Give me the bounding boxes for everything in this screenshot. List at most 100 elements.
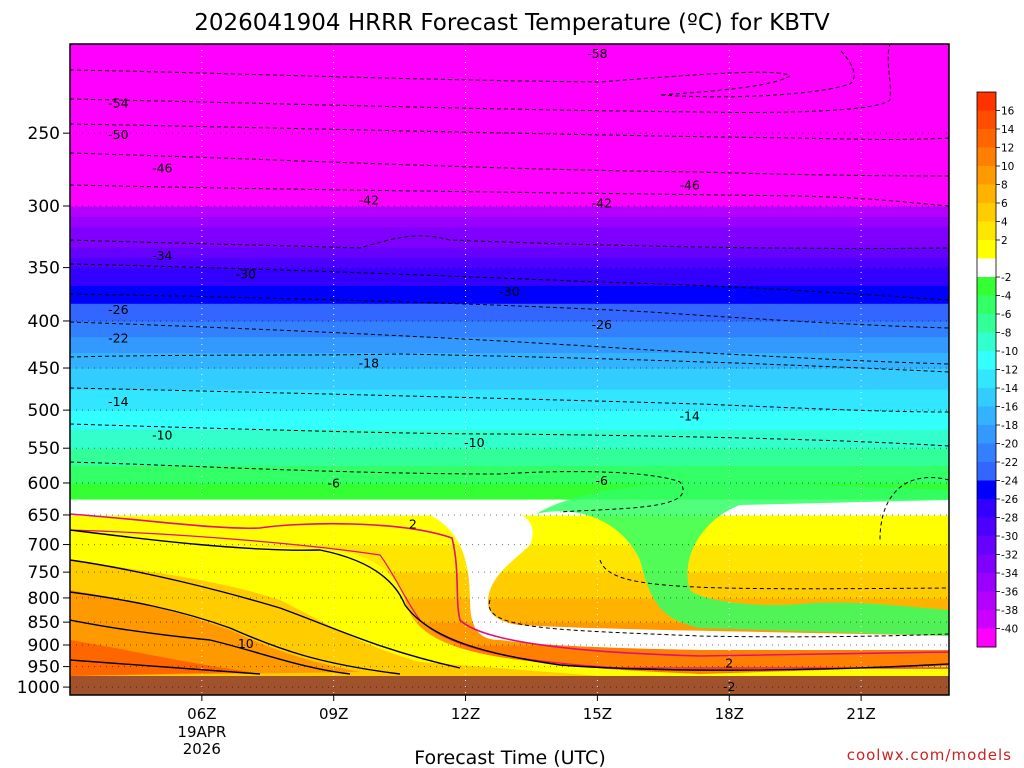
- temperature-band: [70, 257, 949, 269]
- temperature-band: [70, 312, 949, 322]
- positive-isotherms: [70, 529, 949, 675]
- colorbar-swatch: [977, 240, 996, 259]
- contour-label: -58: [587, 46, 607, 61]
- temperature-band: [70, 403, 949, 411]
- temperature-band: [70, 580, 949, 586]
- colorbar-swatch: [977, 610, 996, 629]
- temperature-band: [70, 285, 949, 295]
- temperature-band: [70, 375, 949, 383]
- isotherm-2-inner: [599, 559, 949, 590]
- contour-label: -30: [499, 284, 519, 299]
- isotherm-26: [70, 293, 949, 329]
- isotherm-pos-10: [70, 619, 351, 675]
- contour-label: -10: [152, 428, 172, 443]
- temperature-band: [70, 493, 949, 500]
- colorbar-swatch: [977, 110, 996, 130]
- colorbar-swatch: [977, 388, 996, 407]
- temperature-band: [70, 641, 949, 646]
- temperature-band: [70, 644, 949, 650]
- isotherm-14: [70, 387, 949, 413]
- temperature-band: [70, 303, 949, 313]
- y-tick-label: 250: [28, 124, 60, 144]
- contour-labels: -58-54-50-46-46-42 -42-34-30-30-26-26-22-…: [108, 46, 735, 694]
- temperature-band: [70, 572, 949, 578]
- temperature-band: [70, 118, 949, 134]
- colorbar-swatch: [977, 406, 996, 426]
- temperature-band: [70, 416, 949, 424]
- isotherm-50: [70, 123, 949, 140]
- x-tick-date-label: 2026: [183, 740, 221, 758]
- y-tick-label: 750: [28, 563, 60, 583]
- isotherm-pos-4: [70, 559, 461, 669]
- isotherm-46: [70, 152, 949, 177]
- temperature-band: [70, 294, 949, 304]
- isotherm-pos-2: [70, 529, 949, 671]
- temperature-band: [70, 73, 949, 90]
- temperature-band: [70, 58, 949, 75]
- colorbar-label: -38: [1001, 605, 1018, 617]
- plot-frame: [69, 43, 950, 696]
- temperature-band: [70, 382, 949, 390]
- y-tick-label: 500: [28, 401, 60, 421]
- colorbar-label: -4: [1001, 291, 1012, 303]
- y-tick-label: 550: [28, 439, 60, 459]
- near-freezing-area: [430, 511, 949, 650]
- colorbar-swatch: [977, 554, 996, 574]
- cool-pocket-area: [536, 483, 949, 636]
- temperature-band: [70, 435, 949, 443]
- colorbar-swatch: [977, 184, 996, 204]
- contour-label: -30: [236, 266, 256, 281]
- y-tick-label: 800: [28, 589, 60, 609]
- temperature-band: [70, 320, 949, 330]
- temperature-band: [70, 589, 949, 595]
- colorbar-label: -22: [1001, 457, 1018, 469]
- colorbar-swatch: [977, 129, 996, 148]
- colorbar-label: -32: [1001, 550, 1018, 562]
- temperature-band: [70, 226, 949, 238]
- colorbar-label: -16: [1001, 402, 1018, 414]
- contour-label: 2: [409, 517, 417, 532]
- contour-label: -14: [679, 408, 699, 423]
- contour-label: -54: [108, 95, 128, 110]
- temperature-band: [70, 441, 949, 449]
- colorbar-swatch: [977, 628, 996, 648]
- temperature-band: [70, 488, 949, 495]
- colorbar-swatch: [977, 591, 996, 611]
- temperature-band: [70, 585, 949, 590]
- x-tick-label: 15Z: [583, 705, 612, 723]
- colorbar-label: -24: [1001, 476, 1018, 488]
- x-tick-label: 09Z: [319, 705, 348, 723]
- colorbar-label: -40: [1001, 624, 1018, 636]
- temperature-band: [70, 576, 949, 582]
- isotherm-30: [70, 263, 949, 301]
- temperature-band: [70, 448, 949, 455]
- contour-label: -50: [108, 127, 128, 142]
- colorbar-swatch: [977, 332, 996, 352]
- temperature-band: [70, 396, 949, 404]
- temperature-band: [70, 193, 949, 207]
- colorbar-swatch: [977, 462, 996, 481]
- colorbar-label: -18: [1001, 420, 1018, 432]
- temperature-band: [70, 504, 949, 511]
- contour-label: -42: [592, 195, 612, 210]
- y-tick-label: 950: [28, 658, 60, 678]
- credit-text[interactable]: coolwx.com/models: [847, 746, 1012, 764]
- colorbar-label: -12: [1001, 365, 1018, 377]
- grid-lines: [70, 44, 949, 695]
- x-tick-label: 06Z: [187, 705, 216, 723]
- colorbar-label: -6: [1001, 309, 1012, 321]
- y-tick-label: 300: [28, 197, 60, 217]
- temperature-band: [70, 606, 949, 611]
- isotherm-10: [70, 423, 949, 447]
- colorbar-swatch: [977, 277, 996, 296]
- colorbar-label: -20: [1001, 439, 1018, 451]
- y-tick-label: 400: [28, 312, 60, 332]
- colorbar-swatch: [977, 147, 996, 167]
- colorbar-label: 16: [1001, 106, 1015, 118]
- isotherm-58: [70, 49, 855, 98]
- colorbar-label: -10: [1001, 346, 1018, 358]
- isotherm-2-lower: [488, 599, 949, 638]
- isotherm-42: [70, 184, 949, 207]
- colorbar-label: -34: [1001, 568, 1018, 580]
